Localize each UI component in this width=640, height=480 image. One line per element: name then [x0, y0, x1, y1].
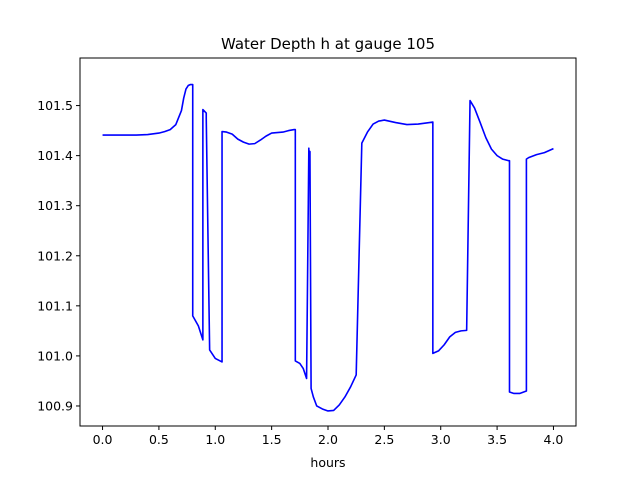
y-tick-label: 101.0 [37, 348, 73, 363]
y-tick-label: 101.4 [37, 148, 73, 163]
x-tick-label: 3.5 [487, 432, 507, 447]
plot-area: 0.0 0.5 1.0 1.5 2.0 2.5 3.0 3.5 4.0 100.9101.010… [37, 57, 577, 447]
y-tick-label: 101.2 [37, 248, 73, 263]
x-tick-label: 1.0 [205, 432, 225, 447]
series-line [102, 83, 554, 412]
chart-title: Water Depth h at gauge 105 [221, 35, 435, 53]
plot-frame [79, 57, 577, 427]
y-tick-label: 101.1 [37, 298, 73, 313]
x-tick-label: 4.0 [544, 432, 564, 447]
x-axis: 0.0 0.5 1.0 1.5 2.0 2.5 3.0 3.5 4.0 [93, 426, 564, 447]
x-tick-label: 1.5 [262, 432, 282, 447]
x-tick-label: 0.5 [149, 432, 169, 447]
x-axis-title: hours [310, 455, 345, 470]
y-tick-label: 101.5 [37, 98, 73, 113]
x-tick-label: 2.0 [318, 432, 338, 447]
y-axis: 100.9 101.0 101.1 101.2 101.3 101.4 101.5 [37, 98, 80, 413]
x-tick-label: 3.0 [431, 432, 451, 447]
y-tick-label: 101.3 [37, 198, 73, 213]
y-tick-label: 100.9 [37, 398, 73, 413]
series-layer [102, 83, 554, 412]
x-tick-label: 0.0 [93, 432, 113, 447]
x-tick-label: 2.5 [374, 432, 394, 447]
